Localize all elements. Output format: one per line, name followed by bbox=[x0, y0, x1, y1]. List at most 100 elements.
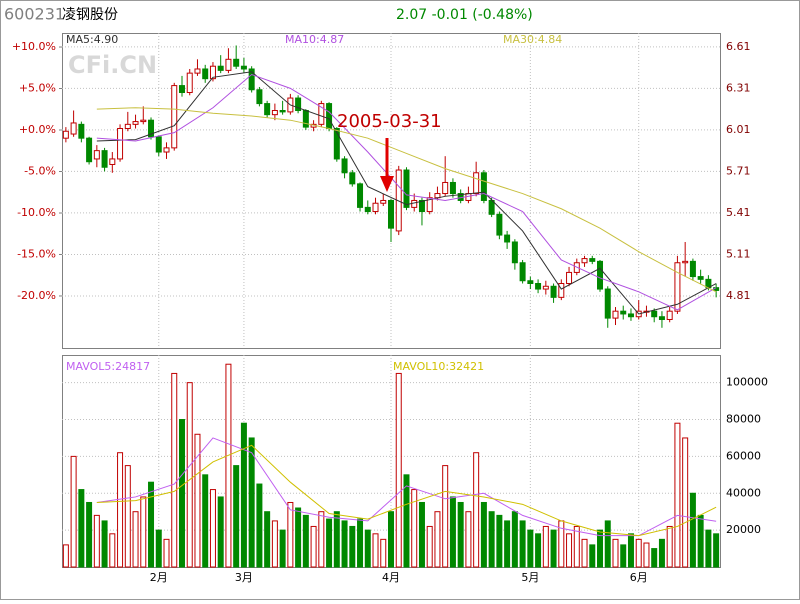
candle-body bbox=[264, 103, 271, 116]
candle-body bbox=[202, 68, 209, 80]
moving-average-line bbox=[96, 71, 717, 315]
volume-bar bbox=[511, 511, 518, 568]
candle-body bbox=[674, 262, 681, 312]
y-tick-label: 60000 bbox=[726, 449, 761, 462]
y2-tick-label: -10.0% bbox=[17, 206, 56, 219]
stock-name: 凌钢股份 bbox=[62, 7, 118, 23]
y-tick-label: 4.81 bbox=[726, 289, 751, 302]
annotation-arrowhead bbox=[380, 176, 394, 192]
volume-bar bbox=[240, 422, 247, 568]
volume-bar bbox=[434, 511, 441, 568]
x-tick-label: 4月 bbox=[382, 571, 400, 584]
candle-body bbox=[627, 313, 634, 318]
volume-bar bbox=[287, 501, 294, 568]
y2-tick-label: -5.0% bbox=[24, 164, 56, 177]
y2-tick-label: +10.0% bbox=[12, 40, 56, 53]
candle-body bbox=[589, 258, 596, 262]
candle-body bbox=[70, 122, 77, 135]
y2-tick-label: +0.0% bbox=[19, 123, 56, 136]
volume-bar bbox=[349, 525, 356, 568]
volume-bar bbox=[217, 496, 224, 568]
y-tick-label: 5.41 bbox=[726, 206, 751, 219]
candle-body bbox=[434, 193, 441, 199]
volume-bar bbox=[620, 544, 627, 568]
volume-bar bbox=[256, 483, 263, 568]
x-tick-label: 2月 bbox=[150, 571, 168, 584]
candle-body bbox=[271, 110, 278, 116]
candle-body bbox=[403, 169, 410, 208]
legend-entry: MAVOL5:24817 bbox=[66, 360, 150, 373]
y2-tick-label: -20.0% bbox=[17, 289, 56, 302]
volume-bar bbox=[527, 529, 534, 568]
stock-code: 600231 bbox=[4, 5, 65, 24]
volume-bar bbox=[542, 525, 549, 568]
candle-body bbox=[426, 197, 433, 213]
y2-tick-label: -15.0% bbox=[17, 247, 56, 260]
x-tick-label: 5月 bbox=[521, 571, 539, 584]
volume-bar bbox=[148, 481, 155, 568]
y-tick-label: 80000 bbox=[726, 413, 761, 426]
candle-body bbox=[519, 262, 526, 282]
volume-bar bbox=[302, 514, 309, 568]
volume-bar bbox=[535, 533, 542, 568]
volume-bar bbox=[604, 520, 611, 568]
candle-body bbox=[155, 136, 162, 153]
volume-bar bbox=[171, 372, 178, 568]
volume-bar bbox=[155, 529, 162, 568]
quote: 2.07 -0.01 (-0.48%) bbox=[396, 7, 533, 23]
x-tick-label: 3月 bbox=[235, 571, 253, 584]
volume-bar bbox=[705, 529, 712, 568]
volume-bar bbox=[388, 511, 394, 568]
candle-body bbox=[418, 199, 425, 213]
y-tick-label: 6.01 bbox=[726, 123, 751, 136]
volume-bar bbox=[658, 538, 665, 568]
candle-body bbox=[364, 206, 371, 213]
candle-body bbox=[442, 181, 449, 195]
volume-bar bbox=[271, 520, 278, 568]
candle-body bbox=[256, 89, 263, 105]
y-tick-label: 6.61 bbox=[726, 40, 751, 53]
volume-bar bbox=[326, 518, 333, 568]
volume-bar bbox=[194, 433, 201, 568]
candle-body bbox=[109, 158, 116, 165]
volume-bar bbox=[488, 511, 495, 568]
candle-body bbox=[372, 202, 379, 213]
candle-body bbox=[651, 310, 658, 318]
volume-bar bbox=[573, 525, 580, 568]
volume-bar bbox=[225, 363, 232, 568]
candle-body bbox=[163, 147, 170, 153]
volume-bar bbox=[643, 542, 650, 568]
legend-entry: MA30:4.84 bbox=[503, 33, 562, 46]
y2-tick-label: +5.0% bbox=[19, 82, 56, 95]
candle-body bbox=[302, 110, 309, 128]
y-tick-label: 100000 bbox=[726, 376, 768, 389]
candle-body bbox=[132, 121, 139, 125]
candle-body bbox=[550, 285, 557, 298]
annotation: 2005-03-31 bbox=[337, 111, 442, 132]
candle-body bbox=[473, 172, 480, 195]
candle-body bbox=[689, 260, 696, 278]
candle-body bbox=[449, 181, 456, 195]
candle-body bbox=[658, 316, 665, 320]
volume-bar bbox=[264, 511, 271, 568]
candle-body bbox=[620, 310, 627, 315]
volume-bar bbox=[295, 507, 302, 568]
y-tick-label: 5.71 bbox=[726, 164, 751, 177]
volume-bar bbox=[70, 455, 77, 568]
volume-bar bbox=[310, 525, 317, 568]
candle-body bbox=[480, 172, 487, 201]
candle-body bbox=[511, 241, 518, 264]
candle-body bbox=[612, 310, 619, 319]
candle-body bbox=[117, 127, 124, 160]
candle-body bbox=[527, 280, 534, 285]
candle-body bbox=[217, 65, 224, 71]
candle-body bbox=[666, 310, 673, 320]
volume-bar bbox=[279, 529, 286, 568]
volume-bar bbox=[163, 538, 170, 568]
moving-average-line bbox=[96, 444, 717, 537]
legend-entry: MAVOL10:32421 bbox=[393, 360, 484, 373]
volume-bar bbox=[117, 452, 124, 568]
volume-bar bbox=[480, 501, 487, 568]
candle-body bbox=[295, 97, 302, 112]
volume-bar bbox=[186, 382, 193, 568]
